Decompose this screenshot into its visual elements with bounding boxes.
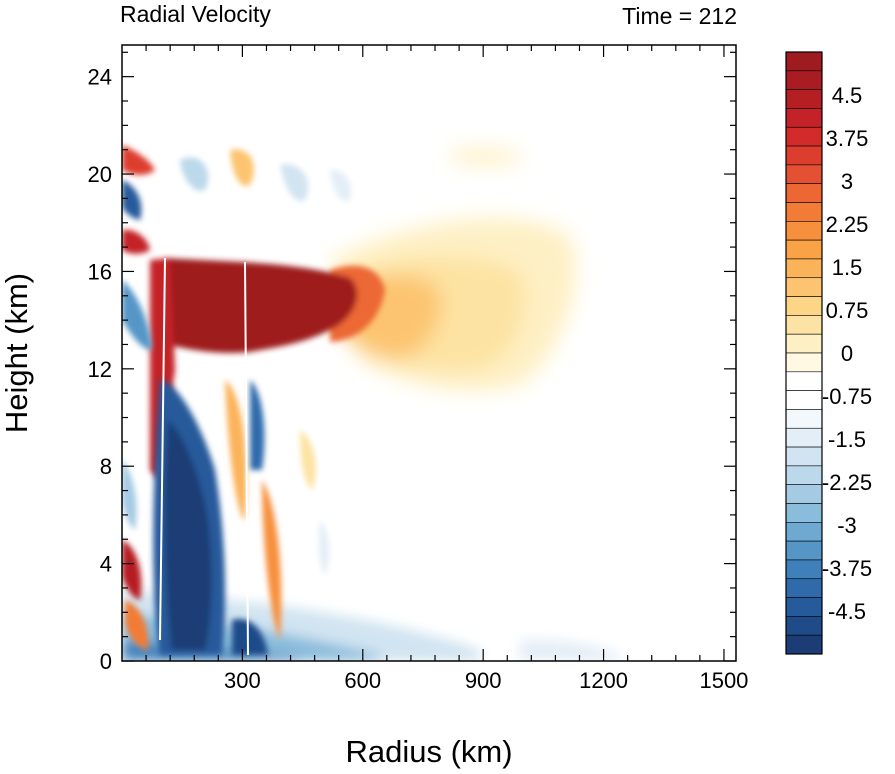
colorbar-tick-label: 4.5 (832, 83, 863, 108)
colorbar-tick-label: 2.25 (826, 212, 869, 237)
colorbar-swatch (785, 578, 823, 598)
colorbar-tick-label: -0.75 (822, 384, 872, 409)
x-tick-label: 1500 (699, 668, 748, 693)
colorbar-swatch (785, 409, 823, 429)
colorbar-swatch (785, 126, 823, 147)
colorbar-swatch (785, 202, 823, 222)
colorbar-swatch (785, 164, 823, 184)
plot-right-title: Time = 212 (622, 3, 737, 29)
colorbar-swatch (785, 296, 823, 316)
y-axis-title: Height (km) (0, 273, 34, 433)
colorbar-swatch (785, 484, 823, 504)
colorbar-tick-label: 0.75 (826, 298, 869, 323)
colorbar-tick-label: -1.5 (828, 427, 866, 452)
colorbar-tick-label: -3.75 (822, 556, 872, 581)
colorbar-swatch (785, 465, 823, 485)
plot-frame (121, 44, 737, 662)
colorbar-swatch (785, 277, 823, 297)
y-tick-label: 8 (100, 454, 112, 479)
colorbar-tick-label: 1.5 (832, 255, 863, 280)
colorbar-swatch (785, 51, 823, 72)
colorbar-swatch (785, 390, 823, 410)
x-tick-label: 1200 (579, 668, 628, 693)
y-axis: 0 4 8 12 16 20 24 (88, 51, 736, 674)
colorbar-swatch (785, 522, 823, 542)
colorbar-swatch (785, 89, 823, 109)
colorbar-swatch (785, 559, 823, 580)
colorbar-swatch (785, 446, 823, 467)
colorbar-swatch (785, 503, 823, 523)
x-tick-label: 600 (344, 668, 381, 693)
colorbar-swatch (785, 352, 823, 373)
y-tick-label: 20 (88, 162, 112, 187)
contour-field (122, 145, 620, 661)
x-axis: 300 600 900 1200 1500 (145, 45, 748, 693)
y-tick-label: 4 (100, 552, 112, 577)
colorbar-swatch (785, 333, 823, 354)
colorbar-tick-label: -4.5 (828, 599, 866, 624)
colorbar-swatch (785, 597, 823, 617)
plot-left-title: Radial Velocity (120, 1, 271, 27)
colorbar-swatch (785, 108, 823, 128)
colorbar-tick-label: 3.75 (826, 126, 869, 151)
y-tick-label: 24 (88, 65, 112, 90)
colorbar-swatch (785, 183, 823, 203)
colorbar: 4.5 3.75 3 2.25 1.5 0.75 0 -0.75 -1.5 -2.25 -3 -3.7… (785, 51, 872, 655)
colorbar-swatch (785, 634, 823, 655)
x-tick-label: 300 (224, 668, 261, 693)
colorbar-frame (785, 51, 823, 655)
colorbar-swatch (785, 315, 823, 335)
x-axis-title: Radius (km) (345, 734, 512, 769)
colorbar-swatch (785, 70, 823, 90)
colorbar-tick-label: 3 (841, 169, 853, 194)
colorbar-swatch (785, 371, 823, 391)
colorbar-swatch (785, 145, 823, 166)
colorbar-swatch (785, 616, 823, 636)
y-tick-label: 16 (88, 259, 112, 284)
colorbar-swatch (785, 427, 823, 448)
x-tick-label: 900 (465, 668, 502, 693)
y-tick-label: 12 (88, 357, 112, 382)
colorbar-swatch (785, 221, 823, 241)
colorbar-swatch (785, 540, 823, 561)
colorbar-swatch (785, 258, 823, 279)
y-tick-label: 0 (100, 649, 112, 674)
colorbar-tick-label: -2.25 (822, 470, 872, 495)
colorbar-swatch (785, 239, 823, 260)
colorbar-tick-label: 0 (841, 341, 853, 366)
colorbar-tick-label: -3 (837, 513, 857, 538)
